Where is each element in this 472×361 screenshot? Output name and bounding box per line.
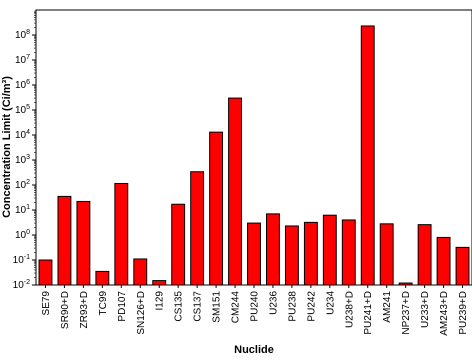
bar bbox=[360, 25, 375, 286]
y-tick-label: 100 bbox=[15, 229, 30, 241]
bar bbox=[303, 221, 318, 286]
x-tick-label: TC99 bbox=[98, 291, 109, 316]
bar bbox=[76, 200, 91, 286]
bar bbox=[95, 270, 110, 286]
x-tick-label: CS137 bbox=[193, 291, 204, 322]
x-tick-label: SR90+D bbox=[60, 291, 71, 329]
x-tick-label: CM244 bbox=[231, 291, 242, 324]
y-tick-label: 108 bbox=[15, 29, 30, 41]
bar bbox=[284, 225, 299, 286]
x-tick-label: PU239+D bbox=[458, 291, 469, 335]
x-tick-label: NP237+D bbox=[401, 291, 412, 335]
bar bbox=[114, 182, 129, 286]
bars bbox=[38, 25, 470, 286]
y-tick-label: 102 bbox=[15, 179, 30, 191]
y-tick-label: 107 bbox=[15, 54, 30, 66]
y-tick-label: 103 bbox=[15, 154, 30, 166]
y-axis: 10-2 10-1 100 101 102 103 104 105 106 107 108 bbox=[13, 10, 36, 291]
bar bbox=[57, 195, 72, 286]
x-tick-label: PU241+D bbox=[363, 291, 374, 335]
x-tick-label: CS135 bbox=[174, 291, 185, 322]
y-tick-label: 10-1 bbox=[13, 254, 30, 266]
y-axis-title: Concentration Limit (Ci/m³) bbox=[1, 76, 13, 218]
y-tick-label: 104 bbox=[15, 129, 30, 141]
bar bbox=[266, 213, 280, 286]
bar bbox=[436, 236, 451, 286]
bar bbox=[417, 224, 432, 286]
x-axis-title: Nuclide bbox=[234, 344, 274, 356]
x-tick-label: SN126+D bbox=[136, 291, 147, 335]
bar bbox=[455, 246, 470, 286]
x-tick-label: U233+D bbox=[420, 291, 431, 328]
x-tick-label: SE79 bbox=[41, 291, 52, 316]
y-tick-label: 101 bbox=[15, 204, 30, 216]
bar bbox=[379, 223, 394, 286]
bar bbox=[133, 258, 148, 286]
bar bbox=[322, 214, 337, 286]
bar bbox=[228, 97, 242, 286]
x-tick-label: U234 bbox=[325, 291, 336, 315]
bar bbox=[152, 280, 167, 286]
bar bbox=[398, 282, 413, 286]
x-tick-label: ZR93+D bbox=[79, 291, 90, 329]
bar bbox=[341, 219, 356, 286]
x-tick-label: AM241 bbox=[382, 291, 393, 323]
x-tick-label: PU240 bbox=[250, 291, 261, 322]
bar bbox=[247, 222, 261, 286]
y-tick-label: 105 bbox=[15, 104, 30, 116]
bar bbox=[171, 203, 186, 286]
bar bbox=[38, 259, 53, 286]
x-tick-label: PU238 bbox=[287, 291, 298, 322]
y-tick-label: 106 bbox=[15, 79, 30, 91]
x-axis: SE79 SR90+D ZR93+D TC99 PD107 SN126+D I129 CS13… bbox=[41, 285, 469, 336]
x-tick-label: PD107 bbox=[117, 291, 128, 322]
x-tick-label: I129 bbox=[155, 291, 166, 311]
x-tick-label: U236 bbox=[268, 291, 279, 315]
x-tick-label: AM243+D bbox=[439, 291, 450, 336]
x-tick-label: U238+D bbox=[344, 291, 355, 328]
bar bbox=[209, 131, 224, 286]
bar bbox=[190, 171, 205, 286]
x-tick-label: SM151 bbox=[212, 291, 223, 323]
y-tick-label: 10-2 bbox=[13, 279, 30, 291]
x-tick-label: PU242 bbox=[306, 291, 317, 322]
